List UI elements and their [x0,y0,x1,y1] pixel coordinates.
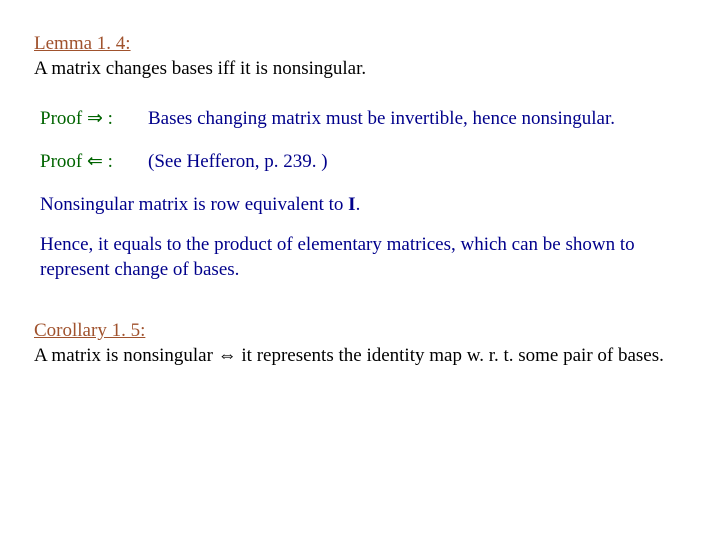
proof-backward-row: Proof ⇐ : (See Hefferon, p. 239. ) [40,150,686,175]
corollary-statement: A matrix is nonsingular ⇔ it represents … [34,344,686,369]
corollary-after: it represents the identity map w. r. t. … [237,345,664,366]
note-elementary-matrices: Hence, it equals to the product of eleme… [40,233,686,282]
note-text-before: Nonsingular matrix is row equivalent to [40,194,348,215]
proof-backward-label: Proof ⇐ : [40,150,148,175]
corollary-title: Corollary 1. 5: [34,319,686,344]
corollary-block: Corollary 1. 5: A matrix is nonsingular … [34,319,686,368]
note-text-after: . [356,194,361,215]
iff-symbol: ⇔ [218,345,237,366]
proof-forward-row: Proof ⇒ : Bases changing matrix must be … [40,107,686,132]
identity-symbol: I [348,194,355,215]
lemma-block: Lemma 1. 4: A matrix changes bases iff i… [34,32,686,81]
proof-backward-text: (See Hefferon, p. 239. ) [148,150,328,175]
lemma-title: Lemma 1. 4: [34,32,686,57]
corollary-before: A matrix is nonsingular [34,345,218,366]
proof-forward-text: Bases changing matrix must be invertible… [148,107,615,132]
proof-forward-label: Proof ⇒ : [40,107,148,132]
lemma-statement: A matrix changes bases iff it is nonsing… [34,57,686,82]
slide-page: Lemma 1. 4: A matrix changes bases iff i… [0,0,720,540]
note-row-equivalent: Nonsingular matrix is row equivalent to … [40,193,686,218]
note-text: Hence, it equals to the product of eleme… [40,234,635,280]
